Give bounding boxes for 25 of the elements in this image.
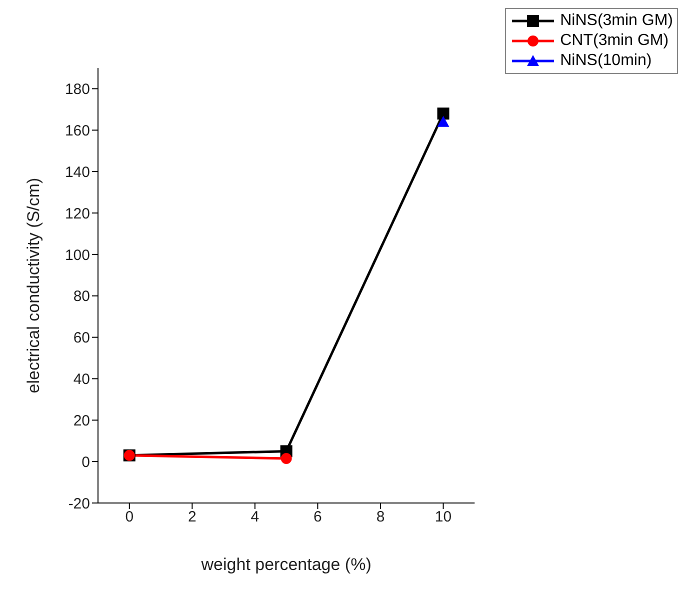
y-tick-label: 20	[73, 412, 90, 430]
y-tick-label: 140	[64, 164, 90, 181]
point	[437, 116, 450, 127]
legend-label: NiNS(10min)	[560, 52, 652, 69]
y-tick-label: 180	[64, 81, 90, 98]
y-tick-label: 0	[82, 454, 90, 471]
x-tick-label: 6	[314, 508, 322, 526]
y-tick-label: 160	[64, 122, 90, 140]
y-tick-label: 120	[64, 205, 90, 222]
y-tick-label: 80	[73, 288, 90, 306]
y-tick-label: 40	[73, 371, 90, 388]
point	[280, 452, 292, 464]
legend-label: CNT(3min GM)	[560, 32, 669, 49]
legend-label: NiNS(3min GM)	[560, 12, 673, 29]
x-tick-label: 2	[188, 508, 196, 526]
y-tick-label: 100	[64, 246, 90, 264]
x-tick-label: 0	[125, 508, 134, 526]
x-axis-title: weight percentage (%)	[200, 555, 372, 574]
y-tick-label: -20	[68, 495, 90, 512]
point	[437, 108, 450, 120]
x-tick-label: 4	[250, 508, 260, 526]
x-tick-label: 10	[434, 508, 452, 526]
y-axis-title: electrical conductivity (S/cm)	[24, 178, 44, 394]
x-tick-label: 8	[376, 508, 385, 526]
y-tick-label: 60	[73, 330, 90, 347]
